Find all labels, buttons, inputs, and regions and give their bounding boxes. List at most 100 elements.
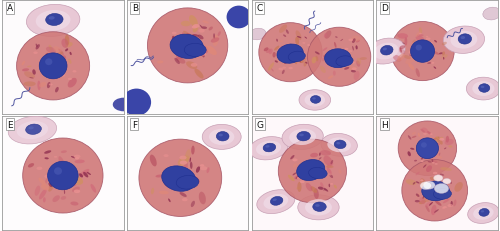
Ellipse shape	[402, 43, 405, 45]
Ellipse shape	[178, 172, 183, 174]
Ellipse shape	[426, 38, 430, 41]
Ellipse shape	[199, 192, 206, 204]
Ellipse shape	[58, 49, 64, 56]
Ellipse shape	[422, 181, 450, 201]
Ellipse shape	[380, 46, 393, 56]
Ellipse shape	[296, 176, 302, 179]
Ellipse shape	[296, 31, 302, 41]
Ellipse shape	[30, 78, 34, 79]
Ellipse shape	[61, 151, 67, 153]
Ellipse shape	[182, 198, 188, 201]
Ellipse shape	[397, 54, 404, 62]
Circle shape	[308, 28, 371, 87]
Ellipse shape	[310, 96, 320, 104]
Ellipse shape	[313, 202, 326, 212]
Ellipse shape	[442, 55, 448, 59]
Ellipse shape	[83, 172, 88, 178]
Ellipse shape	[336, 62, 339, 63]
Ellipse shape	[426, 37, 428, 38]
Ellipse shape	[433, 137, 440, 141]
Text: E: E	[7, 120, 12, 129]
Ellipse shape	[159, 191, 169, 195]
Ellipse shape	[38, 178, 46, 186]
Text: F: F	[132, 120, 137, 129]
Ellipse shape	[426, 138, 431, 141]
Ellipse shape	[50, 182, 56, 185]
Ellipse shape	[434, 176, 436, 179]
Ellipse shape	[418, 47, 420, 50]
Ellipse shape	[424, 41, 428, 46]
Ellipse shape	[304, 61, 307, 67]
Ellipse shape	[72, 182, 76, 186]
Ellipse shape	[46, 14, 63, 26]
Ellipse shape	[412, 40, 416, 44]
Ellipse shape	[416, 194, 420, 197]
Ellipse shape	[186, 62, 198, 70]
Ellipse shape	[413, 54, 418, 57]
Ellipse shape	[325, 31, 332, 40]
Ellipse shape	[191, 201, 195, 207]
Ellipse shape	[428, 161, 432, 163]
Ellipse shape	[292, 173, 296, 176]
Ellipse shape	[437, 183, 442, 185]
Ellipse shape	[443, 199, 450, 203]
Ellipse shape	[444, 139, 454, 146]
Ellipse shape	[264, 48, 268, 52]
Ellipse shape	[274, 46, 280, 51]
Ellipse shape	[168, 199, 170, 202]
Ellipse shape	[189, 16, 198, 28]
Ellipse shape	[48, 183, 52, 187]
Ellipse shape	[478, 84, 490, 93]
Ellipse shape	[436, 143, 440, 145]
Ellipse shape	[55, 88, 59, 93]
Ellipse shape	[431, 191, 439, 200]
Ellipse shape	[297, 132, 310, 141]
Circle shape	[16, 33, 90, 100]
Ellipse shape	[427, 131, 431, 135]
Ellipse shape	[198, 30, 204, 33]
Ellipse shape	[458, 35, 471, 45]
Ellipse shape	[300, 134, 304, 137]
Ellipse shape	[74, 155, 80, 159]
Ellipse shape	[286, 49, 291, 52]
Ellipse shape	[351, 36, 360, 43]
Ellipse shape	[184, 46, 191, 48]
Ellipse shape	[324, 55, 328, 58]
Ellipse shape	[439, 53, 442, 55]
Ellipse shape	[422, 195, 432, 202]
Ellipse shape	[70, 202, 78, 206]
Ellipse shape	[164, 178, 172, 188]
Ellipse shape	[444, 27, 484, 54]
Ellipse shape	[196, 167, 200, 173]
Ellipse shape	[26, 125, 42, 135]
Ellipse shape	[430, 177, 436, 181]
Ellipse shape	[442, 52, 445, 56]
Ellipse shape	[472, 82, 494, 97]
Ellipse shape	[49, 84, 52, 86]
Ellipse shape	[417, 35, 424, 37]
Ellipse shape	[178, 156, 190, 166]
Ellipse shape	[24, 72, 35, 79]
Ellipse shape	[454, 182, 463, 192]
Ellipse shape	[218, 134, 223, 137]
Ellipse shape	[334, 43, 336, 49]
Ellipse shape	[481, 210, 484, 213]
Ellipse shape	[157, 61, 164, 64]
Ellipse shape	[200, 53, 206, 56]
Ellipse shape	[176, 58, 186, 64]
Ellipse shape	[434, 209, 439, 213]
Ellipse shape	[310, 186, 317, 193]
Ellipse shape	[186, 34, 192, 39]
Ellipse shape	[434, 184, 448, 194]
Ellipse shape	[302, 55, 305, 61]
Ellipse shape	[412, 136, 416, 138]
Ellipse shape	[180, 161, 187, 165]
Ellipse shape	[320, 182, 324, 188]
Ellipse shape	[71, 156, 76, 159]
Ellipse shape	[348, 39, 353, 42]
Ellipse shape	[38, 81, 40, 91]
Ellipse shape	[296, 177, 300, 179]
Ellipse shape	[172, 174, 182, 185]
Ellipse shape	[36, 11, 70, 32]
Ellipse shape	[426, 166, 432, 172]
